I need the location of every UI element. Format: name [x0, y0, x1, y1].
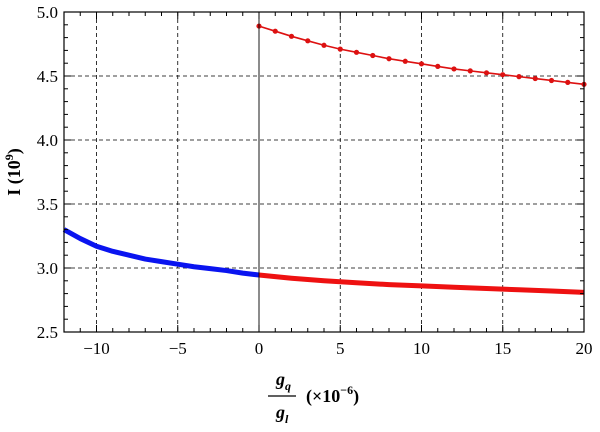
series-point-2 [370, 52, 376, 59]
y-tick-label: 2.5 [37, 323, 58, 342]
x-tick-label: 0 [255, 339, 264, 358]
y-tick-label: 4.0 [37, 131, 58, 150]
series-point-2 [321, 42, 327, 48]
x-tick-label: 20 [576, 339, 593, 358]
series-point-2 [467, 68, 473, 74]
series-line-1 [258, 272, 585, 295]
y-tick-label: 3.0 [37, 259, 58, 278]
series-point-2 [483, 70, 490, 76]
series-point-2 [288, 33, 295, 39]
series-point-2 [337, 46, 343, 52]
series-point-2 [402, 58, 408, 64]
x-tick-label: 15 [494, 339, 511, 358]
x-tick-label: 5 [336, 339, 345, 358]
series-point-2 [353, 49, 360, 55]
y-tick-label: 3.5 [37, 195, 58, 214]
series-line-0 [62, 227, 260, 278]
series-point-2 [532, 75, 538, 82]
series-point-2 [451, 66, 457, 72]
series-point-2 [565, 79, 571, 85]
tick-labels: −10 −5 0 5 10 15 20 2.5 3.0 3.5 4.0 4.5 5.0 [37, 3, 593, 358]
series-point-2 [305, 38, 311, 44]
plot-frame [63, 11, 585, 333]
series-point-2 [500, 72, 506, 78]
x-tick-label: 10 [413, 339, 430, 358]
y-tick-label: 5.0 [37, 3, 58, 22]
x-tick-label: −5 [169, 339, 187, 358]
x-label-unit: (×10−6) [306, 383, 359, 407]
series-point-2 [516, 74, 522, 80]
series-point-2 [548, 77, 555, 84]
y-axis-label: I (109) [2, 148, 25, 196]
series-point-2 [272, 28, 278, 34]
series-layer [62, 23, 587, 295]
grid [64, 12, 585, 332]
series-point-2 [418, 61, 425, 67]
series-point-2 [386, 56, 392, 62]
ticks [63, 11, 585, 333]
x-label-numerator: gq [275, 369, 291, 393]
x-axis-label: gq gl (×10−6) [268, 369, 359, 426]
x-label-denominator: gl [275, 402, 289, 426]
x-tick-label: −10 [83, 339, 110, 358]
y-axis-label-exponent: 9 [2, 154, 16, 160]
y-tick-label: 4.5 [37, 67, 58, 86]
series-point-2 [435, 63, 441, 69]
